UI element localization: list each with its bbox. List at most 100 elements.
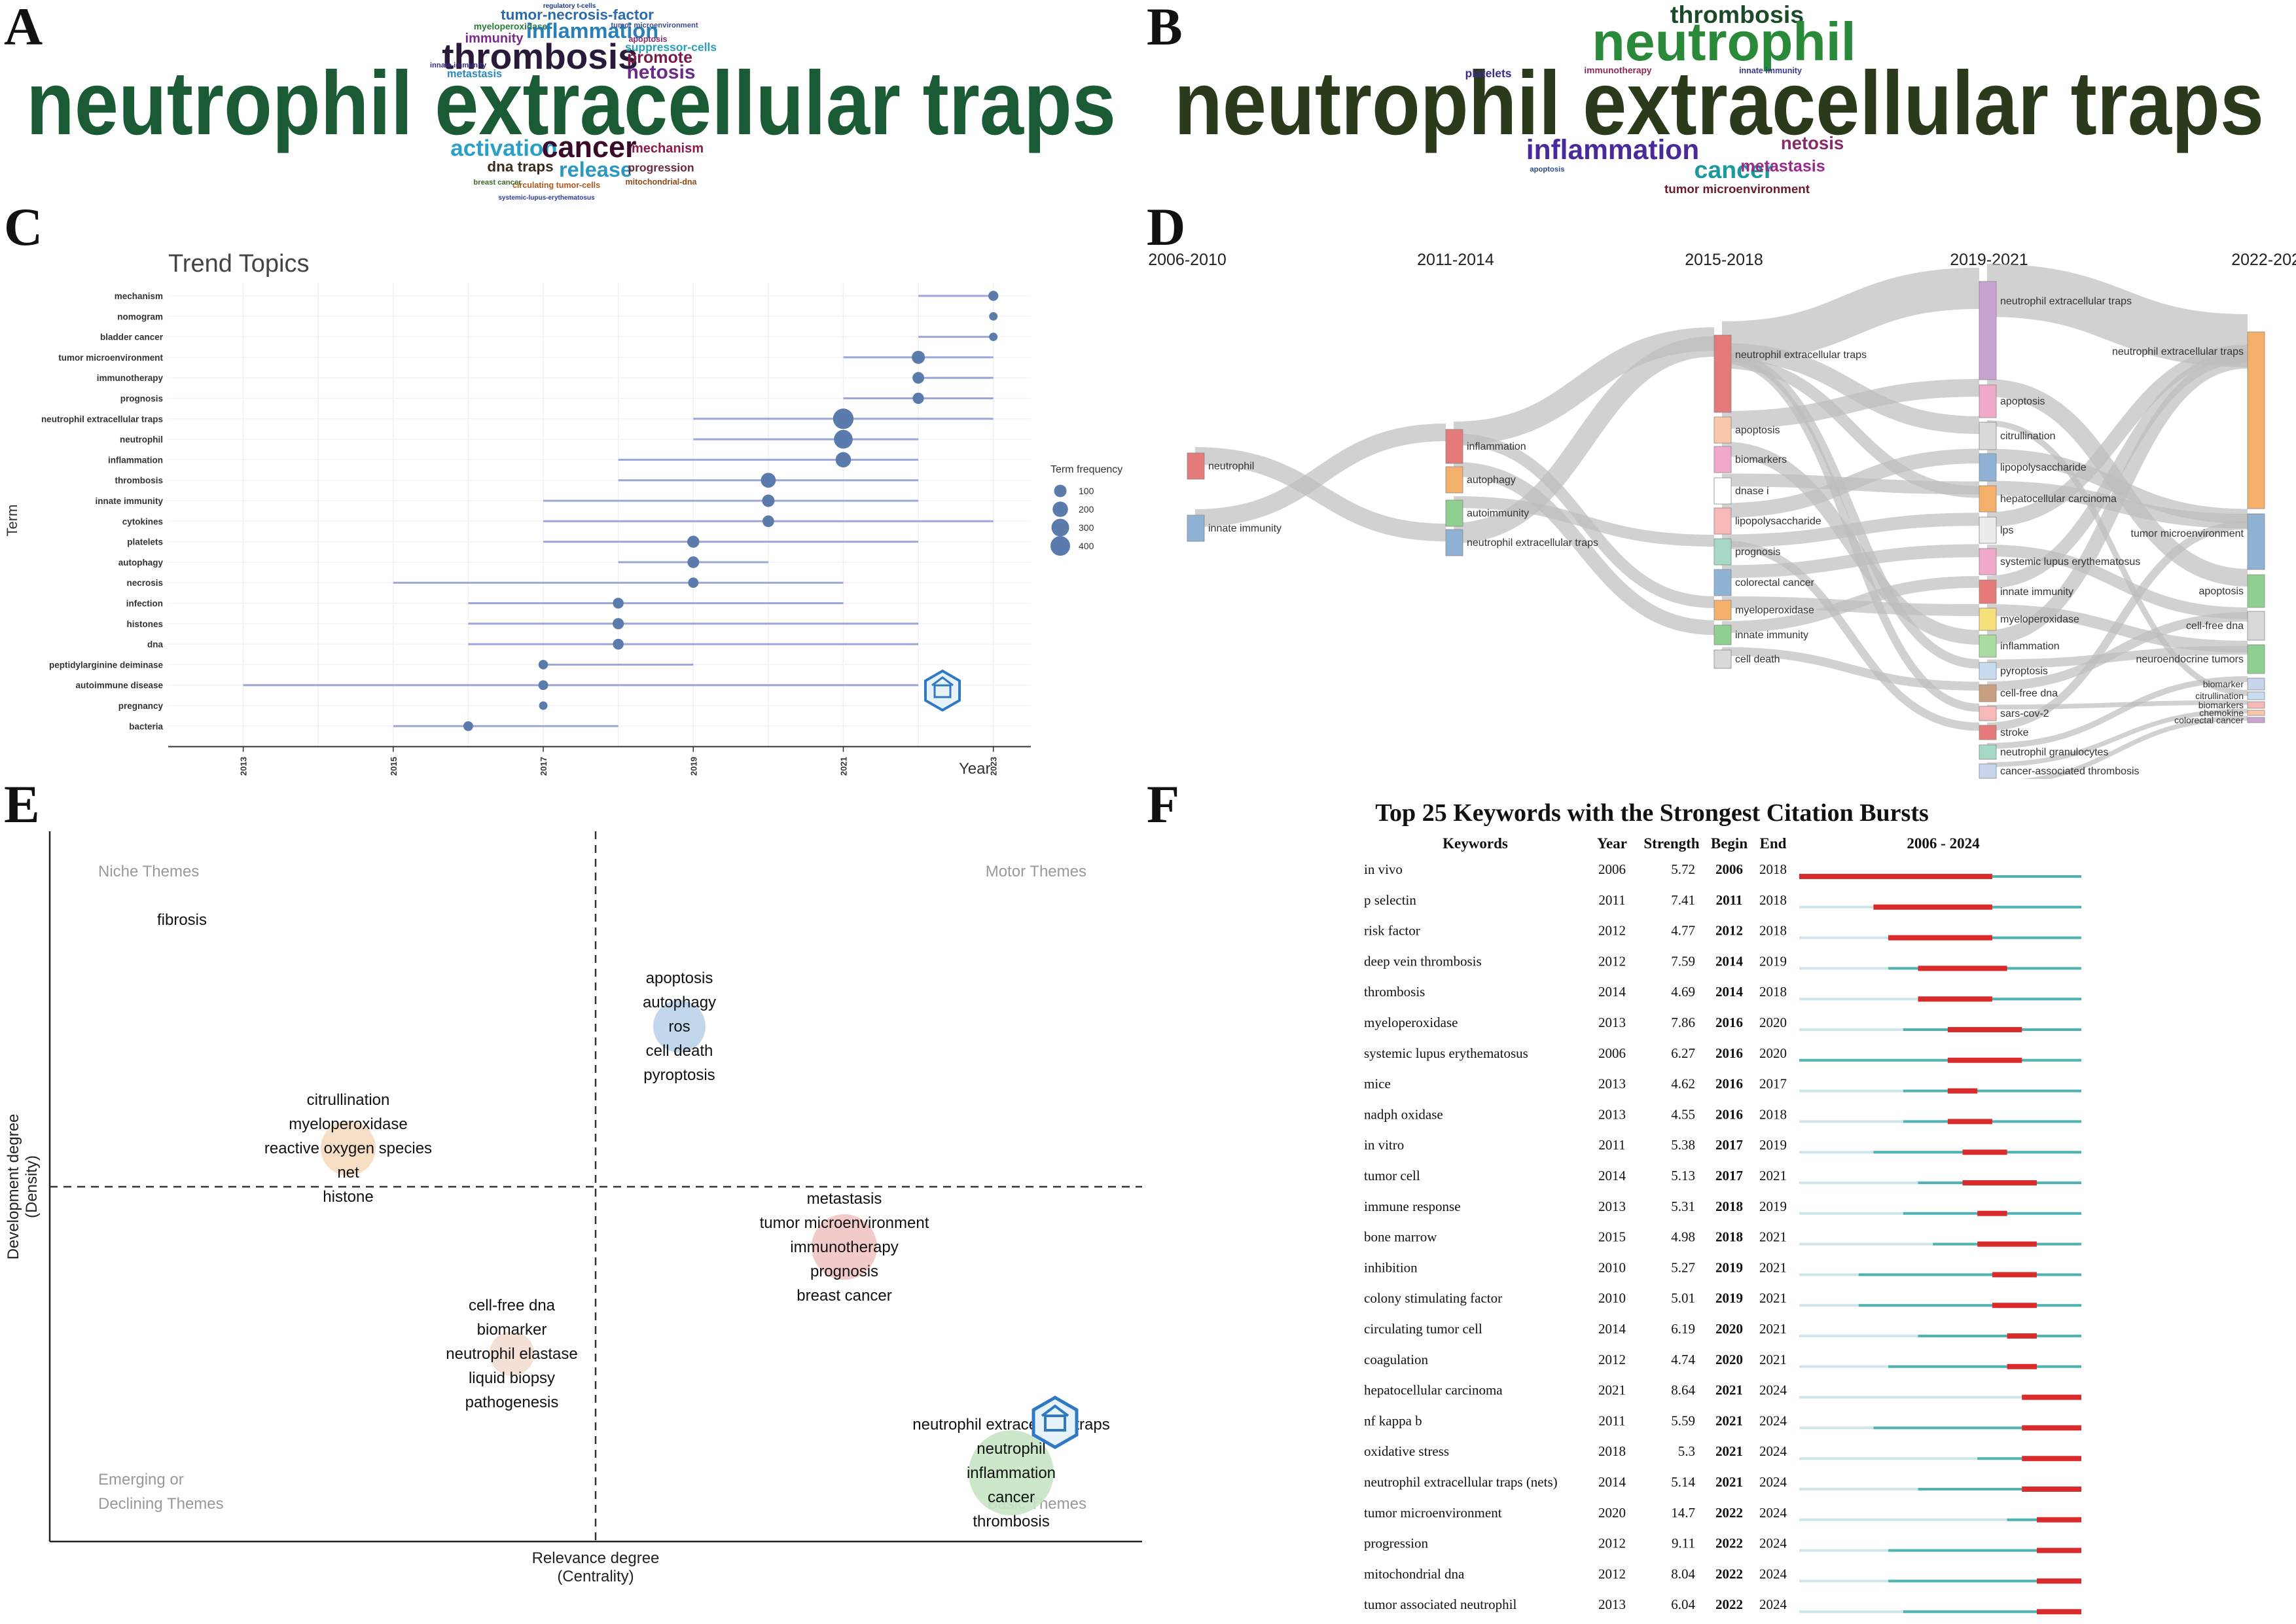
trend-term-label: neutrophil — [120, 435, 163, 444]
sankey-node — [1979, 516, 1997, 544]
word-cloud-word: thrombosis — [442, 36, 637, 77]
trend-legend-dot — [1050, 536, 1070, 556]
bursts-rows: in vivo 2006 5.72 2006 2018 p selectin 2011 7.4… — [1364, 861, 2081, 1615]
thematic-cluster-word: breast cancer — [797, 1287, 891, 1305]
trend-point — [762, 494, 775, 507]
sankey-flow — [1194, 447, 1446, 541]
word-cloud-word: thrombosis — [1670, 1, 1804, 28]
burst-begin: 2016 — [1715, 1076, 1743, 1092]
sankey-node-label: neutrophil extracellular traps — [1735, 350, 1867, 361]
burst-end: 2019 — [1759, 1137, 1787, 1153]
trend-point — [912, 350, 925, 364]
burst-strength: 6.04 — [1671, 1597, 1695, 1612]
sankey-flow — [1194, 424, 1446, 527]
sankey-period-label: 2022-2024 — [2231, 251, 2296, 269]
burst-year: 2013 — [1598, 1106, 1626, 1122]
sankey-node — [1979, 579, 1997, 604]
sankey-flow — [1721, 540, 1980, 731]
burst-strength: 4.69 — [1671, 984, 1695, 1000]
burst-begin: 2014 — [1715, 953, 1744, 969]
sankey-node-label: myeloperoxidase — [2000, 614, 2079, 625]
sankey-node — [2247, 611, 2265, 641]
thematic-cluster-word: net — [337, 1164, 359, 1182]
burst-begin: 2022 — [1715, 1505, 1743, 1521]
word-cloud-b: neutrophil extracellular traps thrombosi… — [1174, 1, 2264, 196]
trend-point — [539, 701, 548, 710]
sankey-node — [1445, 529, 1463, 556]
thematic-cluster-word: ros — [668, 1018, 690, 1036]
burst-begin: 2021 — [1715, 1474, 1743, 1490]
burst-strength: 6.27 — [1671, 1045, 1695, 1061]
sankey-node — [1713, 649, 1732, 669]
bursts-title: Top 25 Keywords with the Strongest Citat… — [1375, 799, 1929, 827]
sankey-flow — [2020, 715, 2248, 779]
burst-year: 2006 — [1598, 861, 1626, 877]
sankey-flow — [1986, 545, 2248, 619]
bursts-header-range: 2006 - 2024 — [1907, 835, 1980, 852]
sankey-node-label: innate immunity — [2000, 586, 2073, 598]
sankey-flow — [1986, 264, 2248, 367]
burst-end: 2018 — [1759, 861, 1787, 877]
word-cloud-word: apoptosis — [1530, 166, 1564, 173]
thematic-cluster-word: biomarker — [477, 1321, 547, 1339]
word-cloud-word: innate immunity — [430, 62, 487, 69]
burst-begin: 2017 — [1715, 1137, 1743, 1153]
burst-year: 2012 — [1598, 953, 1626, 969]
burst-strength: 5.38 — [1671, 1137, 1695, 1153]
thematic-cluster-word: myeloperoxidase — [289, 1115, 407, 1133]
burst-strength: 5.59 — [1671, 1413, 1695, 1428]
thematic-cluster-word: reactive oxygen species — [264, 1140, 432, 1157]
burst-year: 2015 — [1598, 1229, 1626, 1245]
burst-strength: 4.62 — [1671, 1076, 1695, 1092]
word-cloud-word: circulating tumor-cells — [512, 181, 600, 190]
burst-end: 2021 — [1759, 1290, 1787, 1306]
sankey-node — [1187, 514, 1205, 542]
quadrant-emerging-1: Emerging or — [98, 1471, 184, 1489]
word-cloud-word: promote — [627, 48, 692, 67]
thematic-cluster-word: autophagy — [643, 994, 716, 1011]
burst-strength: 6.19 — [1671, 1321, 1695, 1337]
burst-keyword: tumor associated neutrophil — [1364, 1597, 1516, 1612]
trend-point — [912, 392, 924, 405]
trend-term-label: thrombosis — [115, 476, 163, 486]
sankey-flow — [1721, 343, 1980, 434]
sankey-flow — [1721, 355, 1980, 712]
burst-year: 2014 — [1598, 1321, 1626, 1337]
thematic-cluster-word: fibrosis — [157, 911, 207, 929]
trend-point — [613, 598, 624, 609]
panel-label-f: F — [1147, 774, 1180, 834]
word-cloud-word: platelets — [1465, 67, 1512, 80]
burst-year: 2013 — [1598, 1597, 1626, 1612]
burst-year: 2012 — [1598, 923, 1626, 939]
burst-strength: 8.64 — [1671, 1382, 1695, 1398]
burst-begin: 2020 — [1715, 1352, 1743, 1367]
sankey-node — [2247, 701, 2265, 709]
trend-point — [762, 515, 774, 528]
trend-point — [912, 372, 925, 384]
trend-term-label: cytokines — [122, 516, 163, 526]
quadrant-emerging-2: Declining Themes — [98, 1495, 224, 1513]
trend-term-label: necrosis — [126, 578, 163, 588]
thematic-ylabel-1: Development degree — [5, 1114, 22, 1260]
burst-strength: 5.27 — [1671, 1259, 1695, 1275]
thematic-cluster-word: neutrophil extracellular traps — [912, 1416, 1110, 1434]
burst-begin: 2022 — [1715, 1536, 1743, 1551]
burst-begin: 2012 — [1715, 923, 1743, 939]
burst-year: 2012 — [1598, 1566, 1626, 1581]
sankey-node-label: citrullination — [2000, 431, 2055, 442]
burst-begin: 2014 — [1715, 984, 1744, 1000]
thematic-cluster-word: cell death — [646, 1042, 713, 1060]
trend-term-label: immunotherapy — [97, 373, 164, 383]
burst-begin: 2021 — [1715, 1413, 1743, 1428]
trend-legend-label: 400 — [1079, 541, 1094, 551]
sankey-node — [1713, 334, 1732, 413]
sankey-node-label: sars-cov-2 — [2000, 708, 2049, 719]
sankey-node-label: biomarkers — [1735, 454, 1787, 465]
sankey-flows — [1194, 264, 2248, 779]
trend-marks — [243, 291, 999, 731]
burst-keyword: colony stimulating factor — [1364, 1290, 1502, 1306]
bursts-header-begin: Begin — [1711, 835, 1748, 852]
thematic-cluster-bubble — [812, 1214, 877, 1280]
word-cloud-word: cancer — [1695, 156, 1774, 183]
trend-term-label: autophagy — [118, 558, 164, 568]
